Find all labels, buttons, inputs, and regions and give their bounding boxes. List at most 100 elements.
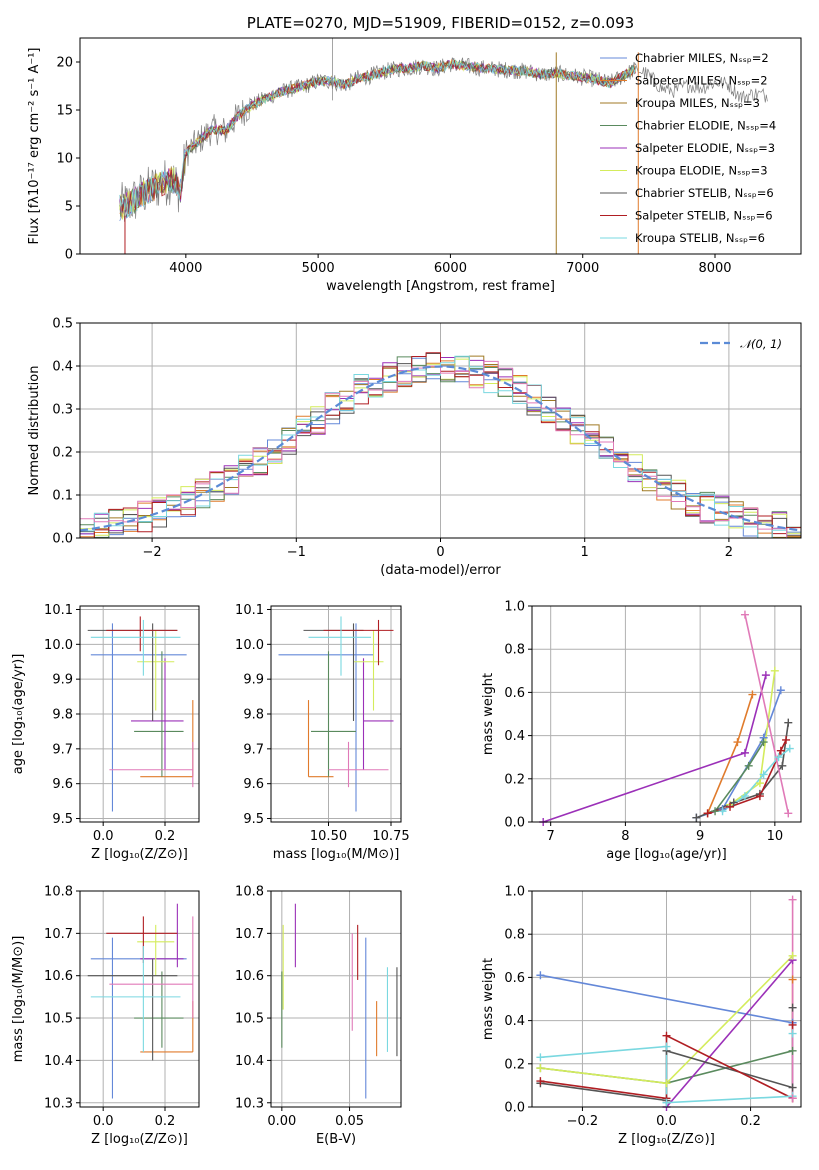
weight-point-salpeter_stelib	[755, 792, 764, 801]
y-tick-label: 9.5	[243, 812, 264, 827]
x-tick-label: 10.50	[310, 829, 347, 844]
y-tick-label: 9.8	[243, 708, 264, 723]
weight-point-chabrier_elodie	[788, 1046, 797, 1055]
y-tick-label: 15	[56, 104, 73, 119]
x-axis-label: E(B-V)	[316, 1132, 356, 1147]
x-tick-label: 8	[621, 829, 629, 844]
weight-point-salpeter_miles	[788, 975, 797, 984]
weight-point-kroupa_elodie	[662, 1079, 671, 1088]
weight-point-kroupa_stelib	[788, 1029, 797, 1038]
y-tick-label: 10.6	[235, 969, 264, 984]
x-tick-label: 2	[725, 545, 733, 560]
y-tick-label: 10.1	[235, 603, 264, 618]
y-tick-label: 0	[65, 248, 73, 263]
y-tick-label: 10.5	[44, 1012, 73, 1027]
weight-point-kroupa_elodie	[536, 1064, 545, 1073]
x-tick-label: 0.0	[93, 829, 114, 844]
weight-point-salpeter_stelib	[782, 735, 791, 744]
y-tick-label: 9.7	[52, 742, 73, 757]
y-tick-label: 0.3	[52, 403, 73, 418]
legend-entry: Chabrier ELODIE, Nₛₛₚ=4	[635, 119, 776, 133]
x-axis-label: Z [log₁₀(Z/Z⊙)]	[618, 1132, 715, 1147]
y-tick-label: 20	[56, 56, 73, 71]
x-tick-label: 7	[547, 829, 555, 844]
x-tick-label: 7000	[566, 261, 599, 276]
y-axis-label: mass weight	[481, 958, 496, 1040]
y-tick-label: 9.6	[243, 777, 264, 792]
weight-point-kroupa_stelib	[718, 807, 727, 816]
y-tick-label: 10.0	[44, 638, 73, 653]
y-tick-label: 9.9	[243, 673, 264, 688]
y-tick-label: 0.6	[504, 971, 525, 986]
legend-entry: Chabrier STELIB, Nₛₛₚ=6	[635, 186, 774, 200]
axes-mass_vs_Z: 0.0 0.2 10.3 10.4 10.5 10.6 10.7 10.8 Z [log₁₀(Z…	[11, 885, 200, 1147]
weight-point-kroupa_stelib	[662, 1098, 671, 1107]
x-tick-label: 5000	[302, 261, 335, 276]
y-tick-label: 9.5	[52, 812, 73, 827]
y-tick-label: 9.8	[52, 708, 73, 723]
x-tick-label: 10.75	[372, 829, 409, 844]
weight-point-chabrier_miles	[776, 686, 785, 695]
weight-point-kroupa_elodie	[755, 779, 764, 788]
axes-frame	[79, 605, 200, 823]
y-tick-label: 0.2	[504, 1057, 525, 1072]
axes-weight_vs_age: 7 8 9 10 0.0 0.2 0.4 0.6 0.8 1.0 age [log₁₀(age/yr…	[481, 600, 802, 862]
weight-point-salpeter_stelib	[662, 1031, 671, 1040]
weight-point-salpeter_stelib	[788, 1020, 797, 1029]
x-axis-label: Z [log₁₀(Z/Z⊙)]	[91, 847, 188, 862]
axes-mass_vs_ebv: 0.00 0.05 10.3 10.4 10.5 10.6 10.7 10.8 E(B-V)	[235, 885, 402, 1147]
x-tick-label: 1	[581, 545, 589, 560]
plot-area	[542, 614, 791, 822]
y-tick-label: 0.5	[52, 317, 73, 332]
weight-line-salpeter_elodie	[542, 674, 767, 822]
legend-entry: Chabrier MILES, Nₛₛₚ=2	[635, 51, 769, 65]
y-tick-label: 10.1	[44, 603, 73, 618]
y-axis-label: Flux [fλ10⁻¹⁷ erg cm⁻² s⁻¹ A⁻¹]	[27, 48, 42, 245]
x-axis-label: Z [log₁₀(Z/Z⊙)]	[91, 1132, 188, 1147]
x-tick-label: −1	[287, 545, 306, 560]
axes-age_vs_mass: 10.50 10.75 9.5 9.6 9.7 9.8 9.9 10.0 10.1 mass [l…	[235, 603, 410, 862]
x-axis-label: age [log₁₀(age/yr)]	[606, 847, 727, 862]
weight-point-pink	[740, 610, 749, 619]
y-axis-label: mass [log₁₀(M/M⊙)]	[11, 936, 26, 1063]
y-tick-label: 0.4	[504, 1014, 525, 1029]
weight-point-chabrier_elodie	[711, 807, 720, 816]
weight-point-salpeter_elodie	[761, 671, 770, 680]
model-line-kroupa_stelib	[119, 58, 636, 218]
plot-area	[87, 903, 194, 1099]
y-tick-label: 0.0	[52, 532, 73, 547]
x-tick-label: −2	[143, 545, 162, 560]
x-axis-label: mass [log₁₀(M/M⊙)]	[273, 847, 400, 862]
axes-frame	[79, 322, 802, 539]
axes-frame	[79, 890, 200, 1108]
weight-point-chabrier_stelib	[729, 798, 738, 807]
plot-area	[278, 616, 394, 812]
weight-point-kroupa_stelib	[785, 744, 794, 753]
y-tick-label: 10.8	[44, 885, 73, 900]
weight-point-kroupa_stelib	[774, 753, 783, 762]
y-tick-label: 10.3	[235, 1096, 264, 1111]
legend-entry: Salpeter STELIB, Nₛₛₚ=6	[635, 209, 773, 223]
y-tick-label: 0.2	[504, 772, 525, 787]
axes-frame	[531, 605, 802, 823]
weight-point-salpeter_stelib	[726, 802, 735, 811]
y-tick-label: 10	[56, 152, 73, 167]
axes-age_vs_Z: 0.0 0.2 9.5 9.6 9.7 9.8 9.9 10.0 10.1 Z [log₁₀(Z/…	[11, 603, 200, 862]
weight-point-chabrier_stelib	[692, 813, 701, 822]
y-tick-label: 9.6	[52, 777, 73, 792]
weight-point-chabrier_stelib	[784, 718, 793, 727]
y-tick-label: 10.5	[235, 1012, 264, 1027]
weight-line-chabrier_miles	[540, 974, 793, 1024]
model-line-kroupa_elodie	[119, 59, 636, 220]
x-tick-label: 4000	[169, 261, 202, 276]
y-tick-label: 9.9	[52, 673, 73, 688]
weight-point-salpeter_stelib	[536, 1077, 545, 1086]
plot-area	[281, 903, 398, 1099]
y-axis-label: mass weight	[481, 673, 496, 755]
weight-point-chabrier_stelib	[788, 1083, 797, 1092]
weight-point-kroupa_stelib	[759, 770, 768, 779]
weight-point-pink	[784, 809, 793, 818]
y-tick-label: 1.0	[504, 600, 525, 615]
y-tick-label: 10.8	[235, 885, 264, 900]
